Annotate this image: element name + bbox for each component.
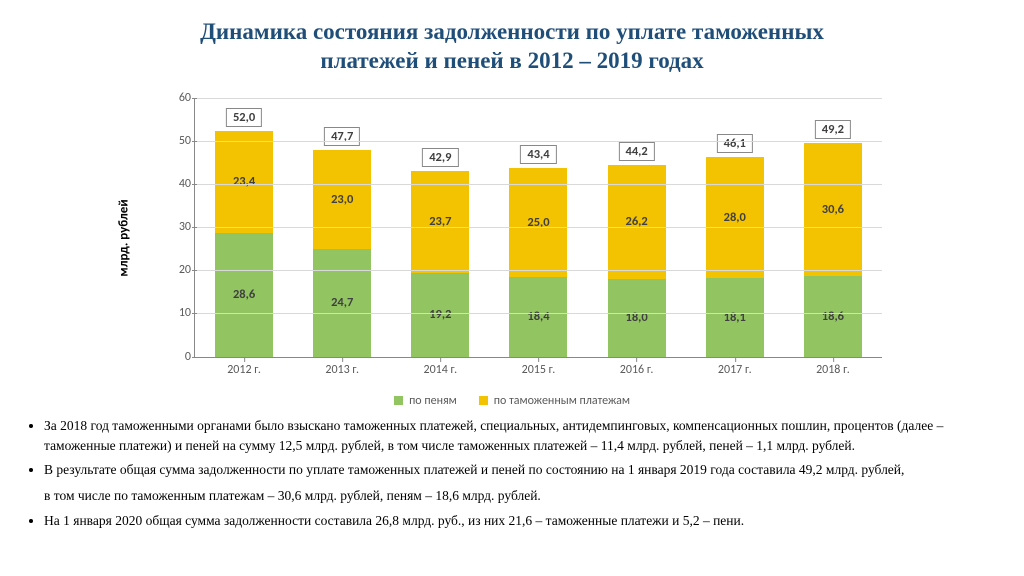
bar-stack: 30,618,6 <box>804 143 862 356</box>
bullet-text: в том числе по таможенным платежам – 30,… <box>44 486 996 506</box>
bar-segment-bottom: 24,7 <box>313 249 371 356</box>
grid-line <box>195 313 882 314</box>
y-tick-label: 0 <box>165 350 191 364</box>
bar-segment-top: 26,2 <box>608 165 666 279</box>
plot-area: 23,428,652,02012 г.23,024,747,72013 г.23… <box>194 98 882 358</box>
y-tick-label: 10 <box>165 306 191 320</box>
bar-segment-bottom: 18,1 <box>706 278 764 356</box>
bar-stack: 23,719,2 <box>411 171 469 357</box>
legend-label: по пеням <box>409 394 457 408</box>
bar-stack: 28,018,1 <box>706 157 764 357</box>
debt-chart: млрд. рублей 23,428,652,02012 г.23,024,7… <box>132 88 892 388</box>
bar-segment-bottom: 28,6 <box>215 233 273 357</box>
y-tick-label: 50 <box>165 134 191 148</box>
bullet-item: На 1 января 2020 общая сумма задолженнос… <box>44 511 996 531</box>
bar-stack: 25,018,4 <box>509 168 567 356</box>
bullet-text: В результате общая сумма задолженности п… <box>44 460 996 480</box>
bullet-list: За 2018 год таможенными органами было вз… <box>0 408 1024 531</box>
y-tick-label: 60 <box>165 91 191 105</box>
legend-item: по таможенным платежам <box>479 394 630 408</box>
bar-segment-bottom: 18,0 <box>608 279 666 357</box>
legend-item: по пеням <box>394 394 457 408</box>
x-tick-label: 2014 г. <box>424 363 458 377</box>
bar-total-label: 43,4 <box>520 145 556 164</box>
bar-segment-top: 23,0 <box>313 150 371 250</box>
chart-legend: по пеням по таможенным платежам <box>0 394 1024 408</box>
grid-line <box>195 270 882 271</box>
grid-line <box>195 184 882 185</box>
bullet-item: В результате общая сумма задолженности п… <box>44 460 996 507</box>
grid-line <box>195 98 882 99</box>
y-tick-label: 40 <box>165 177 191 191</box>
x-tick-label: 2015 г. <box>522 363 556 377</box>
bar-total-label: 42,9 <box>422 148 458 167</box>
bar-segment-top: 23,7 <box>411 171 469 274</box>
x-tick-label: 2012 г. <box>227 363 261 377</box>
y-tick-label: 30 <box>165 220 191 234</box>
y-tick-label: 20 <box>165 263 191 277</box>
grid-line <box>195 141 882 142</box>
y-axis-label: млрд. рублей <box>117 199 132 276</box>
x-tick-label: 2016 г. <box>620 363 654 377</box>
bar-total-label: 46,1 <box>717 134 753 153</box>
title-line-1: Динамика состояния задолженности по упла… <box>40 18 984 47</box>
x-tick-label: 2013 г. <box>325 363 359 377</box>
bar-stack: 26,218,0 <box>608 165 666 357</box>
bar-segment-bottom: 18,4 <box>509 277 567 357</box>
x-tick-label: 2018 г. <box>816 363 850 377</box>
bar-stack: 23,024,7 <box>313 150 371 357</box>
bar-total-label: 52,0 <box>226 108 262 127</box>
bar-segment-bottom: 19,2 <box>411 273 469 356</box>
title-line-2: платежей и пеней в 2012 – 2019 годах <box>40 47 984 76</box>
bar-segment-top: 28,0 <box>706 157 764 278</box>
bar-segment-top: 30,6 <box>804 143 862 276</box>
legend-swatch <box>479 396 488 405</box>
bar-total-label: 47,7 <box>324 127 360 146</box>
bar-total-label: 44,2 <box>619 142 655 161</box>
legend-label: по таможенным платежам <box>494 394 630 408</box>
bar-segment-bottom: 18,6 <box>804 276 862 357</box>
bar-segment-top: 23,4 <box>215 131 273 232</box>
bar-stack: 23,428,6 <box>215 131 273 356</box>
page-title: Динамика состояния задолженности по упла… <box>0 0 1024 80</box>
x-tick-label: 2017 г. <box>718 363 752 377</box>
legend-swatch <box>394 396 403 405</box>
grid-line <box>195 227 882 228</box>
bullet-item: За 2018 год таможенными органами было вз… <box>44 416 996 457</box>
bar-total-label: 49,2 <box>815 120 851 139</box>
